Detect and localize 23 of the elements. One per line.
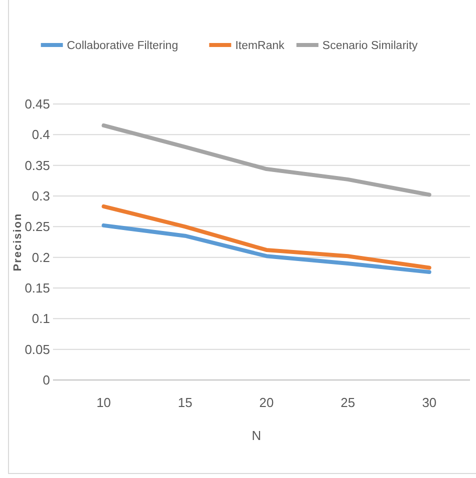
line-series [102,123,432,197]
y-tick-label: 0.2 [32,250,50,265]
y-tick-label: 0 [42,372,50,388]
y-tick-label: 0.3 [32,188,50,204]
y-axis-title: Precision [12,212,24,272]
x-tick-label: 15 [178,395,192,410]
line-series [102,204,432,270]
y-tick-label: 0.25 [24,219,50,234]
y-tick-label: 0.1 [32,311,50,326]
x-tick-label: 20 [259,395,274,410]
x-tick-label: 30 [422,395,437,410]
y-tick-label: 0.4 [32,127,50,142]
x-tick-label: 10 [96,395,111,410]
x-tick-label: 25 [340,395,356,410]
legend-label: Collaborative Filtering [66,40,178,52]
x-axis-title: N [252,428,262,443]
line-series [102,223,432,274]
legend-label: Scenario Similarity [322,40,418,52]
y-tick-label: 0.45 [24,96,50,112]
legend-label: ItemRank [235,40,285,52]
y-tick-label: 0.15 [24,280,50,296]
y-tick-label: 0.05 [24,342,50,357]
y-tick-label: 0.35 [24,158,50,173]
